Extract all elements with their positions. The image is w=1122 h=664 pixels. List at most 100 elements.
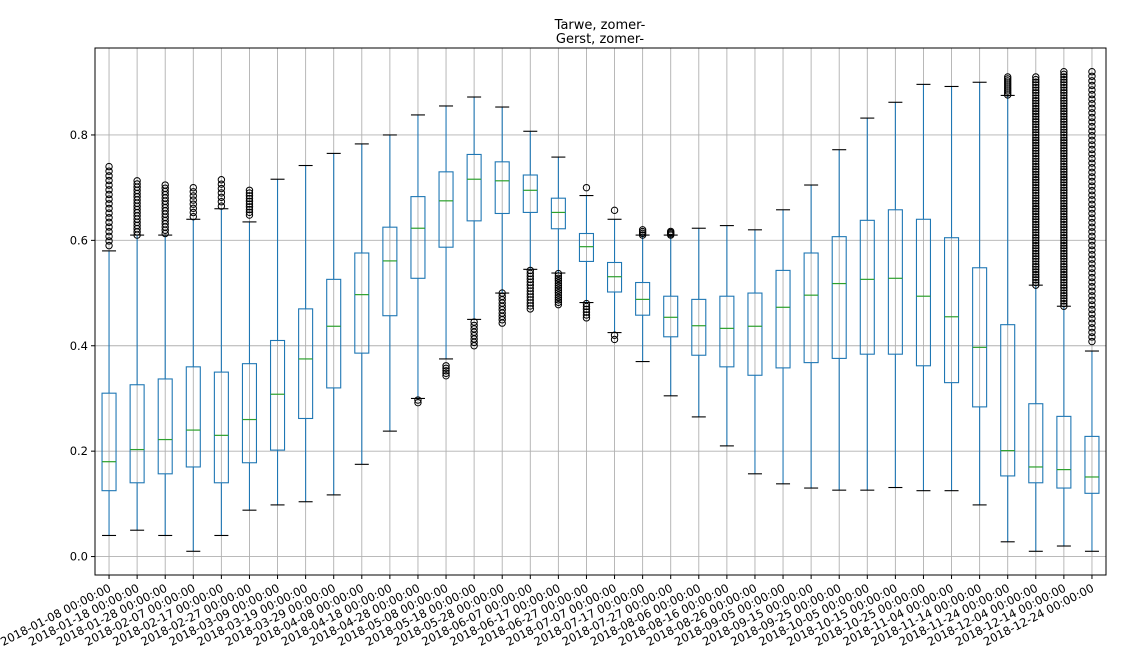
- outlier-point: [1060, 73, 1068, 81]
- outlier-point: [189, 200, 197, 208]
- outlier-point: [1032, 228, 1040, 237]
- outlier-point: [1032, 176, 1040, 184]
- outlier-point: [1060, 102, 1068, 110]
- outlier-point: [105, 232, 113, 241]
- outlier-point: [1060, 212, 1068, 221]
- outlier-point: [1088, 136, 1096, 145]
- outlier-point: [1060, 297, 1068, 305]
- outlier-point: [582, 311, 591, 319]
- outlier-point: [1060, 273, 1068, 281]
- box-group: [213, 176, 229, 537]
- outlier-point: [1088, 310, 1096, 318]
- outlier-point: [554, 298, 563, 306]
- plot-frame: [94, 47, 1107, 576]
- outlier-point: [1032, 236, 1040, 245]
- outlier-point: [582, 302, 591, 311]
- outlier-point: [1032, 89, 1040, 97]
- outlier-point: [1088, 177, 1096, 186]
- outlier-point: [1060, 281, 1068, 289]
- box-group: [943, 85, 960, 492]
- outlier-point: [1088, 200, 1096, 209]
- box-group: [298, 164, 314, 503]
- outlier-point: [1032, 220, 1040, 229]
- outlier-point: [1088, 168, 1096, 177]
- outlier-point: [1060, 215, 1068, 223]
- outlier-point: [1060, 149, 1068, 158]
- outlier-point: [1088, 205, 1096, 213]
- outlier-point: [189, 192, 197, 200]
- box: [157, 378, 173, 475]
- box: [1056, 415, 1072, 489]
- outlier-point: [245, 200, 254, 208]
- outlier-point: [189, 208, 197, 217]
- box: [578, 232, 595, 262]
- outlier-point: [582, 305, 591, 313]
- outlier-point: [1060, 268, 1068, 276]
- box-group: [1028, 73, 1044, 552]
- outlier-point: [1032, 168, 1040, 176]
- outlier-point: [526, 266, 534, 275]
- outlier-point: [1060, 139, 1068, 147]
- outlier-point: [1088, 90, 1096, 99]
- outlier-point: [105, 167, 113, 175]
- outlier-point: [245, 192, 254, 200]
- outlier-point: [1088, 86, 1096, 94]
- outlier-point: [161, 181, 169, 189]
- outlier-point: [610, 331, 619, 339]
- box: [382, 226, 398, 317]
- outlier-point: [1032, 270, 1040, 279]
- outlier-point: [1060, 141, 1068, 150]
- outlier-point: [1088, 269, 1096, 277]
- outlier-point: [1088, 173, 1096, 181]
- chart-title-line-2: Gerst, zomer-: [556, 32, 645, 47]
- outlier-point: [442, 372, 450, 380]
- outlier-point: [442, 369, 450, 377]
- outlier-point: [1088, 223, 1096, 231]
- box: [101, 392, 117, 492]
- outlier-point: [1032, 178, 1040, 187]
- outlier-point: [1060, 165, 1068, 173]
- outlier-point: [526, 269, 534, 278]
- outlier-point: [1060, 255, 1068, 263]
- outlier-point: [1032, 123, 1040, 131]
- outlier-point: [105, 241, 113, 250]
- box-series: [101, 68, 1100, 552]
- outlier-point: [105, 223, 113, 231]
- outlier-point: [1088, 150, 1096, 158]
- outlier-point: [133, 180, 141, 188]
- outlier-point: [1088, 104, 1096, 113]
- outlier-point: [1032, 252, 1040, 260]
- outlier-point: [1060, 183, 1068, 192]
- outlier-point: [470, 321, 478, 330]
- outlier-point: [1032, 144, 1040, 152]
- outlier-point: [1088, 237, 1096, 245]
- outlier-point: [470, 318, 478, 326]
- outlier-point: [1032, 173, 1040, 181]
- outlier-point: [1032, 86, 1040, 94]
- box: [466, 153, 482, 222]
- outlier-point: [1088, 264, 1096, 273]
- y-axis: 0.0 0.2 0.4 0.6 0.8: [70, 128, 95, 564]
- outlier-point: [1060, 78, 1068, 86]
- outlier-point: [1088, 296, 1096, 305]
- outlier-point: [1060, 263, 1068, 271]
- outlier-point: [1060, 120, 1068, 129]
- box-group: [1056, 68, 1072, 547]
- outlier-point: [1032, 149, 1040, 158]
- outlier-point: [1060, 157, 1068, 166]
- outlier-point: [1060, 89, 1068, 97]
- outlier-point: [1088, 118, 1096, 126]
- outlier-point: [1060, 94, 1068, 102]
- outlier-point: [582, 314, 591, 322]
- outlier-point: [245, 194, 254, 203]
- outlier-point: [1060, 270, 1068, 279]
- box-group: [550, 156, 566, 309]
- outlier-point: [1088, 319, 1096, 327]
- outlier-point: [217, 202, 226, 210]
- box-group: [915, 83, 932, 492]
- outlier-point: [105, 218, 113, 227]
- outlier-point: [1088, 301, 1096, 309]
- outlier-point: [610, 335, 619, 344]
- outlier-point: [582, 308, 591, 316]
- outlier-point: [1032, 162, 1040, 171]
